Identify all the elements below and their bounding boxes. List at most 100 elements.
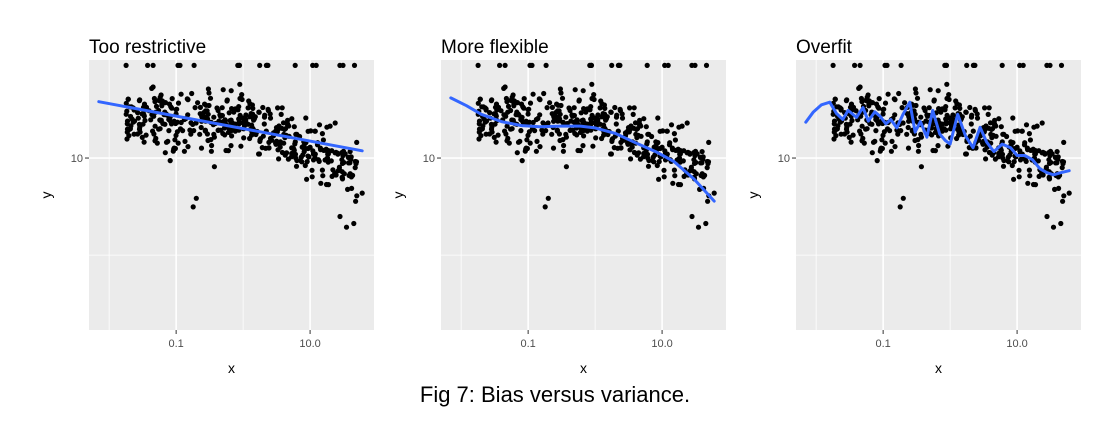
scatter-point	[850, 132, 856, 138]
scatter-point	[273, 140, 279, 146]
scatter-point	[661, 174, 667, 180]
scatter-point	[669, 145, 676, 151]
scatter-point	[309, 167, 315, 173]
scatter-point	[609, 137, 615, 143]
scatter-point	[256, 109, 262, 115]
scatter-point	[509, 117, 515, 123]
scatter-point	[172, 137, 178, 143]
scatter-point	[554, 128, 560, 134]
scatter-point	[256, 151, 262, 157]
scatter-point	[944, 95, 950, 102]
scatter-point	[217, 113, 224, 119]
scatter-point	[503, 113, 509, 119]
scatter-point	[265, 62, 271, 68]
scatter-point	[857, 62, 863, 68]
scatter-point	[676, 155, 683, 161]
x-tick-label: 10.0	[1006, 338, 1027, 350]
scatter-point	[681, 148, 687, 154]
scatter-point	[246, 98, 252, 104]
scatter-point	[588, 116, 594, 122]
x-axis-label: x	[935, 360, 942, 376]
scatter-point	[340, 148, 347, 154]
scatter-point	[1006, 159, 1012, 165]
scatter-point	[1035, 158, 1041, 164]
scatter-point	[1054, 149, 1060, 155]
scatter-point	[970, 128, 976, 134]
scatter-point	[967, 104, 973, 111]
scatter-point	[201, 110, 207, 116]
scatter-point	[608, 151, 614, 157]
scatter-point	[880, 111, 886, 117]
scatter-point	[992, 117, 998, 123]
scatter-point	[541, 90, 547, 97]
scatter-point	[1052, 186, 1058, 192]
scatter-point	[298, 154, 304, 160]
scatter-point	[608, 109, 614, 115]
scatter-point	[675, 181, 682, 188]
scatter-point	[664, 128, 670, 134]
scatter-point	[544, 105, 550, 111]
scatter-point	[316, 122, 323, 128]
scatter-point	[831, 129, 837, 135]
scatter-point	[873, 116, 879, 123]
scatter-point	[1014, 144, 1020, 150]
scatter-point	[892, 97, 898, 103]
scatter-point	[838, 106, 844, 112]
scatter-point	[902, 100, 908, 106]
scatter-point	[293, 155, 299, 161]
scatter-point	[864, 126, 870, 132]
scatter-point	[645, 163, 652, 169]
scatter-point	[304, 159, 310, 165]
scatter-point	[145, 62, 151, 68]
y-axis-label: y	[390, 192, 406, 199]
scatter-point	[589, 95, 595, 102]
scatter-point	[572, 130, 578, 137]
scatter-point	[123, 100, 129, 106]
scatter-point	[223, 147, 229, 154]
scatter-point	[644, 151, 651, 157]
scatter-point	[698, 154, 704, 160]
scatter-point	[645, 155, 651, 161]
scatter-point	[705, 161, 711, 167]
scatter-point	[525, 111, 531, 117]
scatter-point	[207, 95, 214, 101]
scatter-point	[343, 224, 350, 230]
scatter-point	[279, 105, 285, 111]
scatter-point	[124, 136, 130, 142]
scatter-point	[351, 62, 358, 68]
scatter-point	[237, 95, 243, 102]
scatter-point	[560, 148, 567, 154]
scatter-point	[220, 87, 226, 93]
scatter-point	[980, 140, 986, 146]
scatter-point	[316, 158, 322, 164]
scatter-point	[1025, 180, 1031, 186]
scatter-point	[304, 176, 310, 182]
scatter-point	[159, 103, 165, 109]
scatter-point	[1000, 155, 1006, 161]
scatter-point	[547, 100, 553, 106]
scatter-point	[130, 119, 136, 125]
scatter-point	[849, 117, 855, 124]
scatter-point	[1047, 62, 1053, 68]
scatter-point	[943, 127, 949, 133]
scatter-point	[699, 149, 705, 155]
scatter-point	[174, 106, 180, 112]
scatter-point	[999, 151, 1006, 157]
scatter-point	[918, 114, 924, 120]
scatter-point	[593, 135, 599, 141]
scatter-point	[354, 193, 360, 199]
scatter-point	[637, 156, 644, 162]
scatter-point	[900, 195, 906, 201]
scatter-point	[551, 118, 557, 124]
scatter-point	[563, 164, 570, 170]
scatter-point	[699, 160, 705, 166]
scatter-point	[545, 120, 551, 126]
scatter-point	[563, 114, 569, 120]
panel-title: Overfit	[796, 37, 853, 58]
scatter-point	[895, 131, 901, 137]
scatter-point	[560, 137, 566, 143]
scatter-point	[178, 91, 184, 97]
scatter-point	[185, 112, 191, 118]
scatter-point	[912, 86, 919, 92]
scatter-point	[185, 144, 191, 150]
